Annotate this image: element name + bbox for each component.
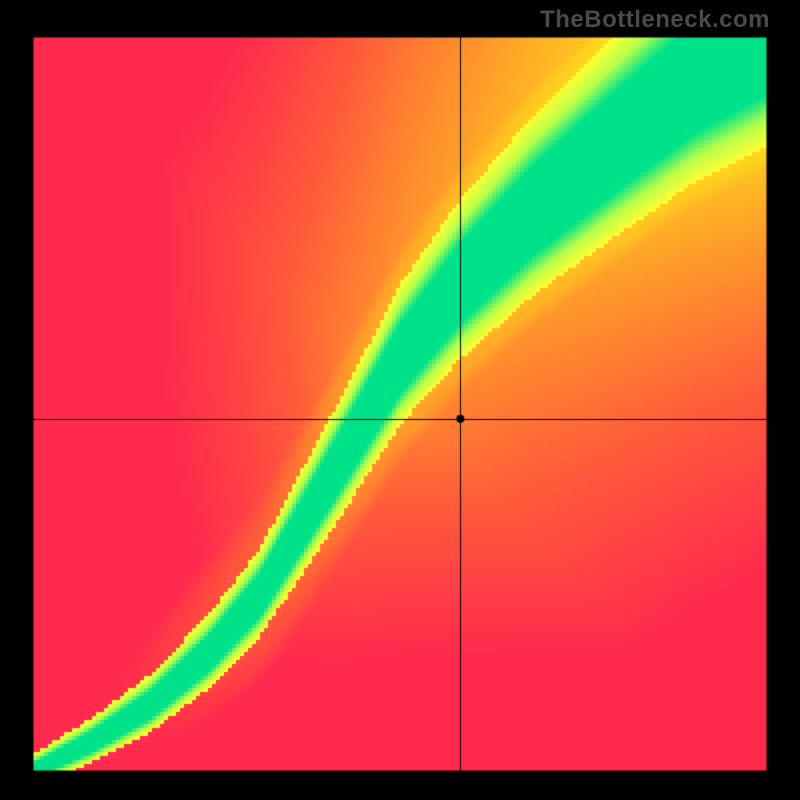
- brand-watermark: TheBottleneck.com: [540, 6, 770, 34]
- bottleneck-heatmap: [0, 0, 800, 800]
